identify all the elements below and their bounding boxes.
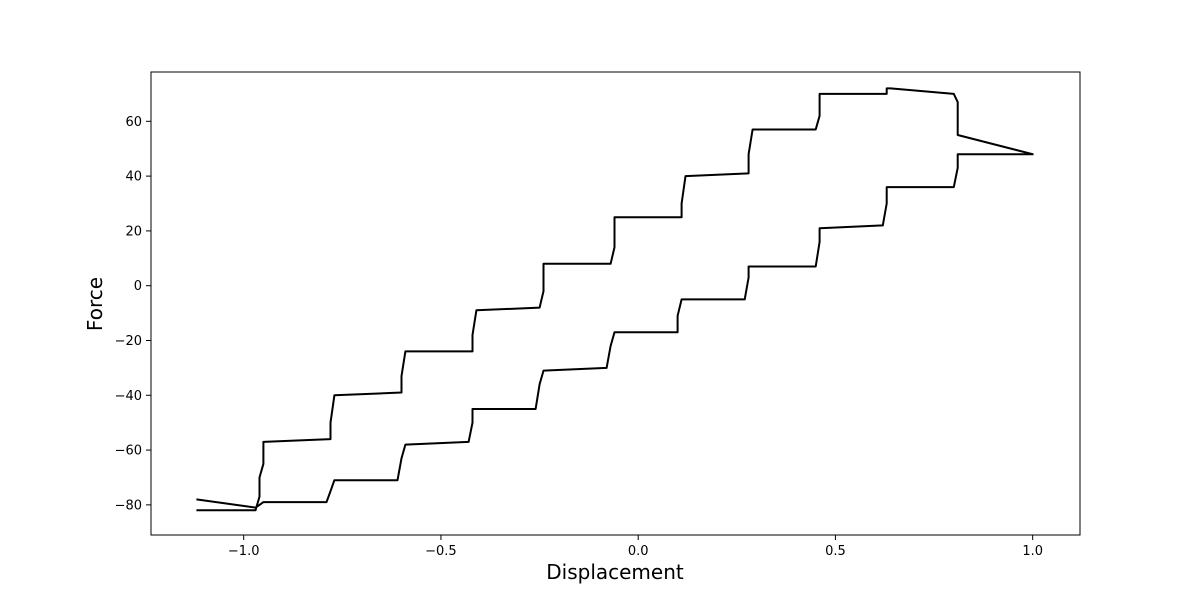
- plot-frame: [150, 71, 1081, 536]
- x-tick-label: 0.0: [628, 544, 649, 559]
- y-axis-title: Force: [83, 277, 107, 331]
- plot-lines: [196, 87, 1034, 512]
- series-line-0: [196, 87, 1034, 512]
- y-tick-label: 0: [134, 279, 142, 294]
- x-tick-label: −0.5: [425, 544, 457, 559]
- y-tick-label: −60: [115, 444, 142, 459]
- y-tick-label: −20: [115, 334, 142, 349]
- y-tick-label: 20: [125, 224, 142, 239]
- y-tick-label: −40: [115, 389, 142, 404]
- axes: −1.0 −0.5 0.0 0.5 1.0 −80 −60 −40 −20 0 20 40 60: [115, 71, 1081, 559]
- x-tick-label: 0.5: [825, 544, 846, 559]
- y-tick-label: −80: [115, 498, 142, 513]
- x-axis-title: Displacement: [546, 560, 684, 584]
- x-tick-label: 1.0: [1022, 544, 1043, 559]
- y-tick-label: 40: [125, 170, 142, 185]
- x-tick-label: −1.0: [228, 544, 260, 559]
- y-tick-label: 60: [125, 115, 142, 130]
